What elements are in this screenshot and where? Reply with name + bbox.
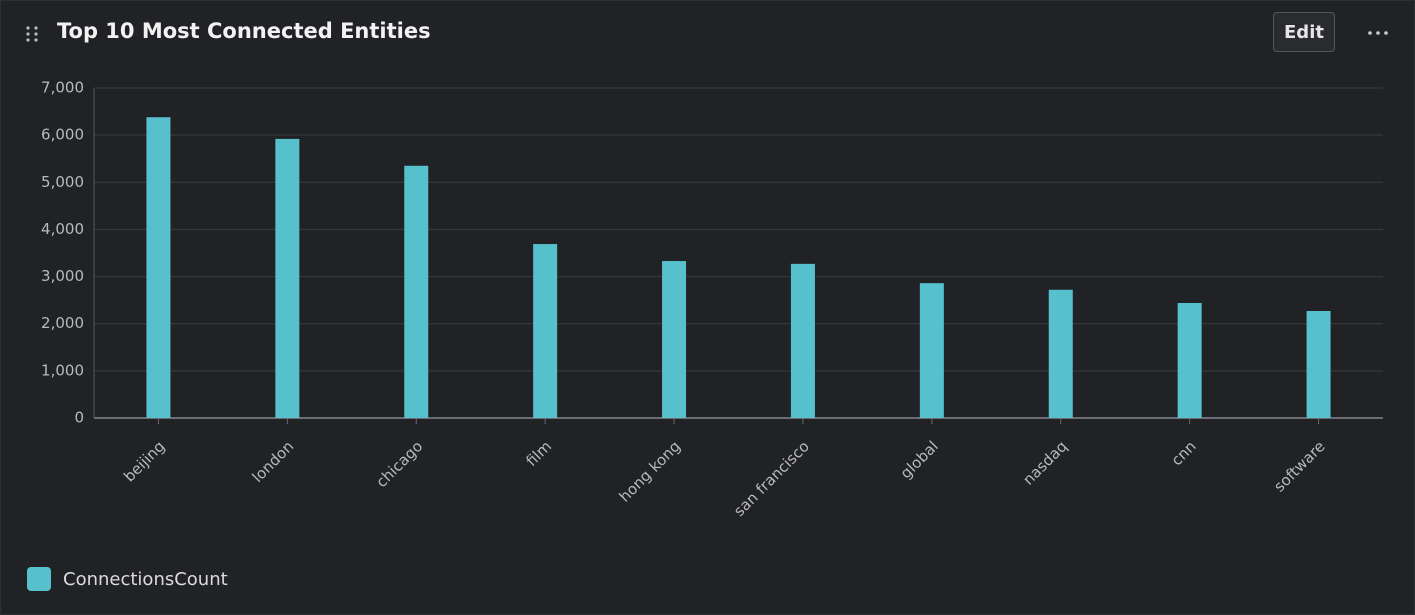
bar xyxy=(275,138,300,418)
bar xyxy=(1306,310,1331,418)
legend-swatch xyxy=(27,567,51,591)
bar xyxy=(533,244,558,418)
more-menu[interactable] xyxy=(1367,23,1389,43)
x-tick-label: beijing xyxy=(120,437,168,485)
chart: 0 1,000 2,000 3,000 4,000 5,000 6,000 7,000 beij… xyxy=(41,79,1383,520)
y-tick-label: 2,000 xyxy=(41,314,84,332)
bar xyxy=(1177,302,1202,418)
y-tick-label: 4,000 xyxy=(41,220,84,238)
y-tick-label: 6,000 xyxy=(41,126,84,144)
x-tick-label: chicago xyxy=(372,437,426,491)
x-tick-label: nasdaq xyxy=(1019,437,1070,488)
x-tick-label: london xyxy=(249,437,298,486)
y-tick-label: 1,000 xyxy=(41,361,84,379)
y-tick-label: 0 xyxy=(74,409,84,427)
y-tick-label: 7,000 xyxy=(41,79,84,97)
bar xyxy=(662,261,687,418)
bar xyxy=(146,117,171,418)
legend-label: ConnectionsCount xyxy=(63,568,228,590)
drag-handle[interactable] xyxy=(25,25,41,43)
x-tick-label: san francisco xyxy=(730,437,813,520)
x-tick-label: hong kong xyxy=(616,437,684,505)
bar xyxy=(790,263,815,418)
bar xyxy=(919,283,944,418)
x-tick-label: software xyxy=(1270,437,1328,495)
bar xyxy=(1048,289,1073,418)
y-tick-label: 5,000 xyxy=(41,173,84,191)
chart-title: Top 10 Most Connected Entities xyxy=(57,19,431,43)
bar xyxy=(404,165,429,418)
x-tick-label: film xyxy=(522,437,555,470)
legend: ConnectionsCount xyxy=(27,567,228,591)
x-tick-label: global xyxy=(897,437,942,482)
y-tick-label: 3,000 xyxy=(41,267,84,285)
edit-button[interactable]: Edit xyxy=(1273,12,1335,52)
x-tick-label: cnn xyxy=(1168,437,1200,469)
